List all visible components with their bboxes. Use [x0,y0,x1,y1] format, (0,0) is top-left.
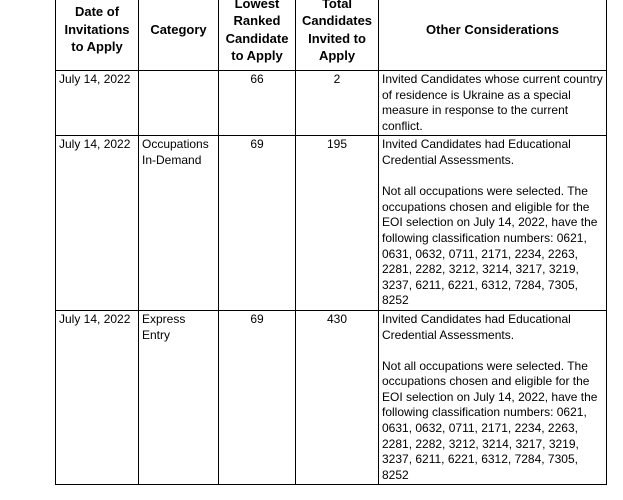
considerations-cell: Invited Candidates had Educational Crede… [378,309,607,486]
total-invited-cell: 195 [295,135,379,311]
consideration-text: Invited Candidates had Educational Crede… [382,311,571,342]
header-cell: Lowest Ranked Candidate to Apply [218,0,296,71]
header-cell: Total Candidates Invited to Apply [295,0,379,71]
header-cell: Category [138,0,219,71]
table-row: July 14, 2022 66 2 Invited Candidates whose… [55,69,607,137]
category-cell: Express Entry [138,309,219,486]
lowest-rank-cell: 66 [218,69,296,137]
date-cell: July 14, 2022 [55,309,139,486]
considerations-cell: Invited Candidates whose current country… [378,69,607,137]
header-row: Date of Invitations to Apply Category Lowe… [55,0,607,71]
consideration-text: Not all occupations were selected. The o… [382,358,598,482]
category-cell [138,69,219,137]
header-cell: Date of Invitations to Apply [55,0,139,71]
table-row: July 14, 2022 Express Entry 69 430 Invited C… [55,309,607,486]
total-invited-cell: 430 [295,309,379,486]
draw-table: Date of Invitations to Apply Category Lowe… [55,0,607,486]
considerations-cell: Invited Candidates had Educational Crede… [378,135,607,311]
table-body: July 14, 2022 66 2 Invited Candidates whose… [55,69,607,486]
total-invited-cell: 2 [295,69,379,137]
table-row: July 14, 2022 Occupations In-Demand 69 195 I… [55,135,607,311]
consideration-text: Not all occupations were selected. The o… [382,184,598,308]
consideration-text: Invited Candidates had Educational Crede… [382,137,571,167]
date-cell: July 14, 2022 [55,69,139,137]
date-cell: July 14, 2022 [55,135,139,311]
header-cell: Other Considerations [378,0,607,71]
category-cell: Occupations In-Demand [138,135,219,311]
lowest-rank-cell: 69 [218,135,296,311]
consideration-text: Invited Candidates whose current country… [382,72,603,133]
lowest-rank-cell: 69 [218,309,296,486]
